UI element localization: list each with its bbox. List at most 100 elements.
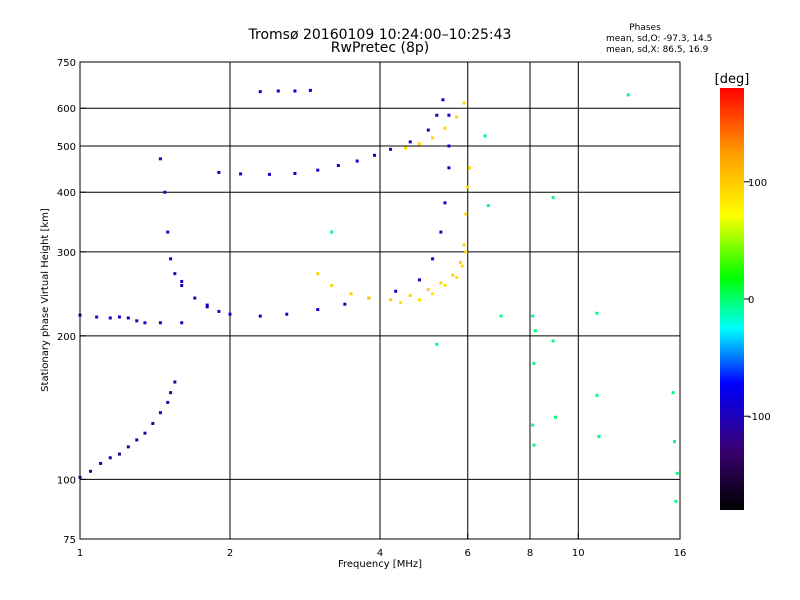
echo-point — [439, 230, 443, 234]
echo-point — [443, 283, 447, 287]
echo-point — [486, 204, 490, 208]
echo-point — [408, 140, 412, 144]
x-axis-ticks: 1 2 4 6 8 10 16 — [77, 533, 687, 559]
y-axis-ticks: 75 100 200 300 400 500 600 750 — [57, 58, 86, 546]
x-tick-label: 8 — [527, 548, 533, 559]
echo-point — [455, 276, 459, 280]
echo-point — [316, 168, 320, 172]
echo-point — [443, 126, 447, 130]
echo-point — [466, 185, 470, 189]
echo-point — [435, 342, 439, 346]
echo-point — [316, 308, 320, 312]
echo-point — [417, 298, 421, 302]
echo-point — [108, 316, 112, 320]
x-tick-label: 6 — [465, 548, 471, 559]
echo-point — [373, 153, 377, 157]
echo-point — [464, 212, 468, 216]
y-axis-label: Stationary phase Virtual Height [km] — [40, 208, 51, 392]
echo-point — [308, 88, 312, 92]
echo-point — [293, 89, 297, 93]
colorbar-label: [deg] — [715, 72, 750, 87]
echo-point — [205, 305, 209, 309]
echo-point — [595, 311, 599, 315]
echo-point — [426, 128, 430, 132]
echo-point — [173, 272, 177, 276]
echo-point — [675, 471, 679, 475]
echo-point — [460, 264, 464, 268]
echo-point — [267, 172, 271, 176]
colorbar-tick-label: -100 — [748, 412, 771, 423]
echo-point — [166, 230, 170, 234]
colorbar — [720, 88, 744, 510]
echo-point — [163, 190, 167, 194]
echo-point — [431, 257, 435, 261]
echo-point — [205, 303, 209, 307]
echo-point — [89, 469, 93, 473]
echo-point — [597, 435, 601, 439]
echo-point — [403, 146, 407, 150]
data-points — [78, 88, 679, 503]
echo-point — [158, 157, 162, 161]
echo-point — [389, 298, 393, 302]
echo-point — [143, 321, 147, 325]
echo-point — [180, 321, 184, 325]
echo-point — [483, 134, 487, 138]
echo-point — [417, 142, 421, 146]
x-tick-label: 16 — [674, 548, 687, 559]
echo-point — [439, 281, 443, 285]
echo-point — [355, 159, 359, 163]
chart-title-line1: Tromsø 20160109 10:24:00–10:25:43 — [248, 27, 512, 43]
echo-point — [330, 283, 334, 287]
x-tick-label: 10 — [572, 548, 585, 559]
echo-point — [343, 302, 347, 306]
y-tick-label: 500 — [57, 142, 76, 153]
echo-point — [399, 300, 403, 304]
echo-point — [228, 312, 232, 316]
echo-point — [258, 314, 262, 318]
echo-point — [99, 461, 103, 465]
echo-point — [258, 90, 262, 94]
echo-point — [532, 443, 536, 447]
echo-point — [468, 166, 472, 170]
y-tick-label: 100 — [57, 475, 76, 486]
echo-point — [443, 201, 447, 205]
phases-x-stats: mean, sd,X: 86.5, 16.9 — [606, 45, 709, 55]
echo-point — [533, 329, 537, 333]
echo-point — [673, 440, 677, 444]
echo-point — [169, 391, 173, 395]
echo-point — [126, 316, 130, 320]
x-tick-label: 4 — [377, 548, 383, 559]
echo-point — [531, 314, 535, 318]
echo-point — [349, 292, 353, 296]
echo-point — [389, 147, 393, 151]
echo-point — [217, 309, 221, 313]
chart-title-line2: RwPretec (8p) — [330, 40, 430, 56]
echo-point — [180, 283, 184, 287]
echo-point — [158, 411, 162, 415]
echo-point — [285, 312, 289, 316]
echo-point — [95, 315, 99, 319]
x-axis-label: Frequency [MHz] — [338, 559, 422, 570]
echo-point — [431, 292, 435, 296]
echo-point — [394, 289, 398, 293]
echo-point — [367, 296, 371, 300]
echo-point — [671, 391, 675, 395]
colorbar-tick-label: 100 — [748, 178, 767, 189]
echo-point — [455, 115, 459, 119]
y-tick-label: 400 — [57, 188, 76, 199]
echo-point — [532, 361, 536, 365]
x-tick-label: 2 — [227, 548, 233, 559]
phases-title: Phases — [629, 23, 661, 33]
echo-point — [447, 144, 451, 148]
echo-point — [431, 136, 435, 140]
echo-point — [595, 393, 599, 397]
echo-point — [499, 314, 503, 318]
echo-point — [217, 170, 221, 174]
x-tick-label: 1 — [77, 548, 83, 559]
grid-lines — [80, 62, 680, 539]
echo-point — [447, 113, 451, 117]
echo-point — [293, 171, 297, 175]
echo-point — [531, 423, 535, 427]
echo-point — [180, 279, 184, 283]
